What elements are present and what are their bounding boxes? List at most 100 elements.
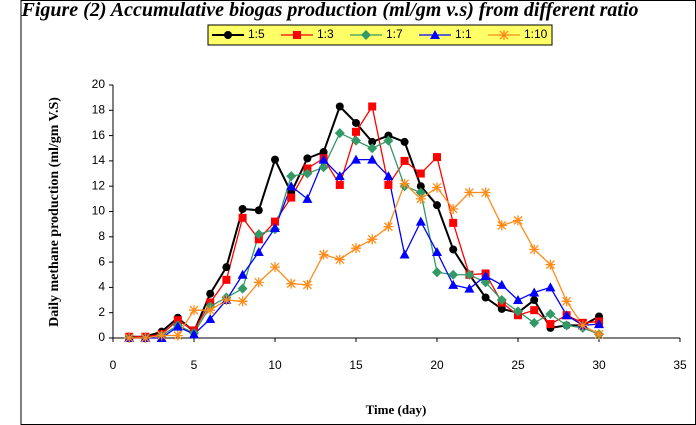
y-tick-label: 20 — [92, 77, 106, 91]
y-tick-label: 0 — [98, 330, 105, 344]
data-point — [334, 254, 345, 265]
legend-label: 1:5 — [248, 27, 265, 41]
x-tick-label: 35 — [673, 358, 687, 372]
data-point — [545, 282, 556, 292]
data-point — [318, 249, 329, 260]
data-point — [368, 102, 377, 111]
data-point — [496, 279, 507, 289]
data-point — [253, 229, 264, 240]
x-tick-label: 0 — [110, 358, 117, 372]
data-point — [352, 118, 360, 127]
y-tick-label: 4 — [98, 280, 105, 294]
data-point — [222, 263, 231, 272]
data-point — [529, 317, 540, 328]
data-point — [383, 135, 394, 146]
data-point — [156, 330, 167, 341]
data-point — [334, 171, 345, 181]
data-point — [384, 180, 393, 189]
data-point — [594, 329, 604, 340]
data-point — [384, 131, 393, 140]
data-point — [464, 187, 475, 198]
data-point — [496, 295, 507, 306]
data-point — [335, 102, 344, 111]
data-point — [205, 305, 216, 316]
data-point — [496, 220, 507, 231]
data-point — [172, 321, 183, 331]
data-point — [351, 243, 361, 254]
legend-label: 1:3 — [317, 27, 334, 41]
data-point — [577, 320, 588, 331]
legend: 1:5 1:3 1:7 1:1 1:10 — [207, 24, 553, 46]
data-point — [448, 279, 459, 289]
data-point — [352, 127, 360, 136]
data-point — [351, 154, 361, 164]
y-tick-label: 10 — [92, 204, 106, 218]
data-point — [253, 277, 264, 288]
data-point — [367, 234, 378, 245]
data-point — [480, 187, 491, 198]
legend-marker — [361, 30, 371, 40]
data-point — [303, 154, 312, 163]
data-point — [351, 135, 361, 146]
legend-marker — [499, 30, 509, 40]
data-point — [529, 287, 540, 297]
data-point — [172, 330, 183, 341]
data-point — [432, 182, 442, 193]
data-point — [173, 316, 182, 325]
data-point — [222, 275, 231, 284]
data-point — [367, 143, 378, 154]
data-point — [302, 279, 313, 290]
y-tick-label: 2 — [98, 305, 105, 319]
data-point — [286, 278, 297, 289]
data-point — [513, 306, 523, 317]
y-tick-label: 6 — [98, 254, 105, 268]
data-point — [254, 206, 263, 215]
data-point — [448, 203, 459, 214]
data-point — [530, 306, 539, 315]
data-point — [319, 148, 328, 157]
data-point — [383, 171, 394, 181]
data-point — [433, 201, 441, 210]
data-point — [415, 187, 426, 198]
data-point — [449, 218, 458, 227]
data-point — [433, 153, 441, 162]
legend-label: 1:7 — [386, 27, 403, 41]
data-point — [237, 269, 248, 279]
data-point — [415, 193, 426, 204]
data-point — [237, 296, 248, 307]
data-point — [464, 283, 475, 293]
data-point — [529, 244, 540, 255]
y-tick-label: 12 — [92, 178, 106, 192]
legend-marker — [430, 30, 440, 39]
data-point — [561, 296, 572, 307]
data-point — [432, 267, 442, 278]
data-point — [221, 295, 232, 306]
data-point — [464, 269, 475, 280]
y-tick-label: 14 — [92, 153, 106, 167]
data-point — [449, 245, 458, 254]
series-line — [129, 104, 600, 338]
x-tick-label: 15 — [349, 358, 363, 372]
data-point — [497, 304, 506, 313]
data-point — [545, 308, 556, 319]
data-point — [254, 235, 263, 244]
data-point — [530, 296, 539, 305]
data-point — [270, 222, 280, 232]
data-point — [367, 154, 378, 164]
x-tick-label: 30 — [592, 358, 606, 372]
series-line — [129, 158, 600, 339]
data-point — [561, 320, 572, 331]
data-point — [237, 283, 248, 294]
x-tick-label: 5 — [191, 358, 198, 372]
data-point — [432, 246, 442, 256]
data-point — [416, 182, 425, 191]
y-axis-label: Daily methane production (ml/gm V.S) — [47, 97, 62, 327]
legend-label: 1:10 — [524, 27, 548, 41]
series-line — [129, 104, 600, 338]
data-point — [318, 162, 329, 173]
data-point — [253, 246, 264, 256]
data-point — [400, 156, 409, 165]
x-tick-label: 25 — [511, 358, 525, 372]
